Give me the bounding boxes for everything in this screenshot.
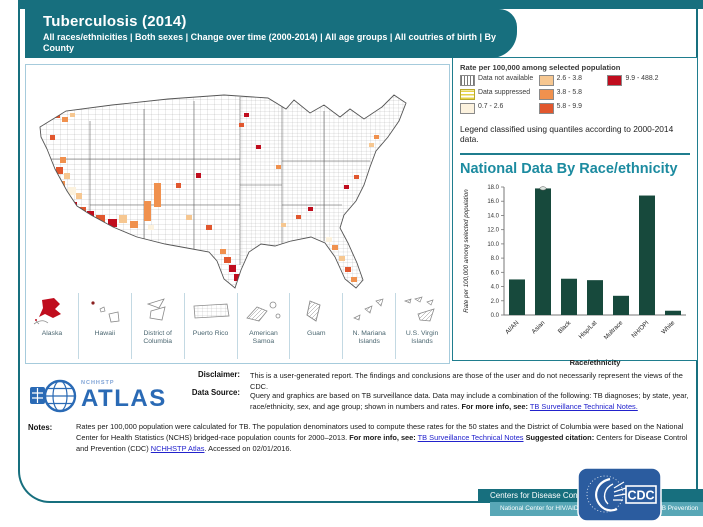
svg-text:18.0: 18.0 [487,185,499,191]
data-source-body: Query and graphics are based on TB surve… [250,391,689,412]
legend-item-class1: 0.7 - 2.6 [460,103,535,114]
inset-puerto-rico: Puerto Rico [183,293,237,359]
guam-map-icon [306,300,321,322]
atlas-brand: ATLAS [81,385,167,413]
inset-district-of-columbia: District of Columbia [130,293,184,359]
svg-text:Race/ethnicity: Race/ethnicity [570,358,622,367]
nchhstp-atlas-logo: NCHHSTP ATLAS [30,374,180,418]
svg-text:2.0: 2.0 [491,299,500,305]
class5-swatch-icon [607,75,623,86]
county-texture [40,95,406,288]
notes-text: Rates per 100,000 population were calcul… [76,421,690,454]
alaska-map-icon [33,298,61,325]
svg-text:White: White [660,319,677,336]
tb-technical-notes-link-2[interactable]: TB Surveillance Technical Notes [417,433,524,443]
svg-text:8.0: 8.0 [491,256,500,262]
notes-more-info: For more info, see: [349,433,416,443]
panel-divider [460,153,690,155]
svg-text:0.0: 0.0 [491,313,500,319]
svg-text:Rate per 100,000 among selecte: Rate per 100,000 among selected populati… [463,189,470,313]
us-county-choropleth-map [39,94,407,289]
svg-text:NH/OPI: NH/OPI [630,319,650,339]
puerto-rico-map-icon [193,303,230,319]
hawaii-map-icon [91,301,120,323]
svg-text:10.0: 10.0 [487,242,499,248]
notes-label: Notes: [28,423,53,432]
legend-item-class4: 5.8 - 9.9 [538,103,604,114]
legend-note: Legend classified using quantiles accord… [460,124,674,144]
inset-guam: Guam [289,293,342,359]
inset-hawaii: Hawaii [77,293,131,359]
striped-swatch-icon [460,89,475,100]
inset-alaska: Alaska [26,293,78,359]
notes-body: Rates per 100,000 population were calcul… [76,422,684,443]
disclaimer-text: This is a user-generated report. The fin… [250,371,683,392]
legend-heading: Rate per 100,000 among selected populati… [460,63,621,72]
class1-swatch-icon [460,103,475,114]
us-outline [39,94,407,289]
legend-item-data-suppressed: Data suppressed [460,89,535,100]
race-ethnicity-bar-chart: 0.0 2.0 4.0 6.0 8.0 10.0 12.0 14.0 16.0 18.0 AI/AN… [463,185,686,367]
class4-swatch-icon [538,103,554,114]
svg-text:16.0: 16.0 [487,199,499,205]
american-samoa-map-icon [246,301,281,322]
page-title: Tuberculosis (2014) [43,13,187,30]
inset-american-samoa: American Samoa [236,293,290,359]
disclaimer-label: Disclaimer: [197,370,240,379]
data-source-label: Data Source: [191,388,240,397]
svg-text:4.0: 4.0 [491,285,500,291]
accessed-date-text: . Accessed on 02/01/2016. [204,444,292,454]
tb-technical-notes-link[interactable]: TB Surveillance Technical Notes. [529,402,638,412]
atlas-globe-icon [30,379,77,413]
suggested-citation-label: Suggested citation: [525,433,595,443]
class2-swatch-icon [538,75,554,86]
class3-swatch-icon [538,89,554,100]
svg-text:Hisp/Lat: Hisp/Lat [577,319,598,340]
report-header: Tuberculosis (2014) All races/ethnicitie… [25,9,517,58]
hatched-swatch-icon [460,75,475,86]
legend-item-class3: 3.8 - 5.8 [538,89,604,100]
svg-text:Asian: Asian [531,319,547,335]
report-footnotes-section: NCHHSTP ATLAS Disclaimer: This is a user… [20,366,696,468]
svg-text:Multrace: Multrace [603,319,625,341]
svg-text:12.0: 12.0 [487,228,499,234]
top-accent-strip [18,0,703,9]
page-subtitle: All races/ethnicities | Both sexes | Cha… [43,32,497,54]
hhs-eagle-icon [595,477,618,512]
county-map-panel: Alaska Hawaii District of Columbia Puert… [25,64,450,364]
nchhstp-atlas-link[interactable]: NCHHSTP Atlas [150,444,205,454]
legend-item-class5: 9.9 - 488.2 [607,75,690,86]
map-legend: Data not available Data suppressed 0.7 -… [460,75,690,114]
mariana-islands-map-icon [353,298,384,321]
legend-and-chart-panel: Rate per 100,000 among selected populati… [452,57,698,367]
cdc-logo-text: CDC [627,489,654,503]
legend-item-data-not-available: Data not available [460,75,535,86]
legend-item-class2: 2.6 - 3.8 [538,75,604,86]
chart-title: National Data By Race/ethnicity [460,161,678,177]
data-source-text: Query and graphics are based on TB surve… [250,390,702,412]
citation-text: Centers for Disease Control and Preventi… [76,433,688,454]
svg-text:AI/AN: AI/AN [504,319,520,335]
inset-us-virgin-islands: U.S. Virgin Islands [395,293,448,359]
svg-text:14.0: 14.0 [487,213,499,219]
territory-insets-row: Alaska Hawaii District of Columbia Puert… [26,293,448,359]
data-source-more-info: For more info, see: [461,402,528,412]
inset-n-mariana-islands: N. Mariana Islands [342,293,395,359]
virgin-islands-map-icon [404,296,435,322]
svg-text:6.0: 6.0 [491,270,500,276]
atlas-sub-brand: NCHHSTP [81,379,115,386]
dc-map-icon [146,298,166,321]
svg-text:Black: Black [557,319,573,335]
cdc-logo: CDC [577,467,662,522]
